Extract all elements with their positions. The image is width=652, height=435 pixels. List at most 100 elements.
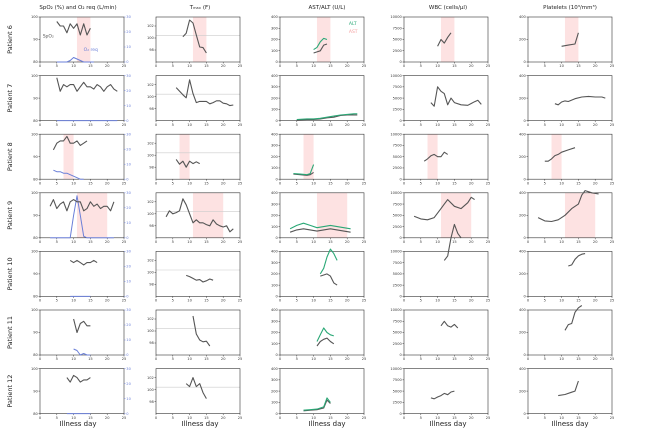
y-tick-label: 5000 (393, 272, 403, 276)
right-y-tick-label: 30 (126, 74, 131, 78)
y-tick-label: 98 (149, 107, 154, 111)
y-tick-label: 0 (276, 177, 279, 181)
y-tick-label: 0 (276, 60, 279, 64)
x-tick-label: 25 (122, 299, 127, 303)
x-tick-label: 15 (204, 357, 209, 361)
y-tick-label: 0 (276, 295, 279, 299)
y-tick-label: 102 (147, 200, 154, 204)
x-tick-label: 25 (486, 416, 491, 420)
x-tick-label: 20 (469, 416, 474, 420)
series-ast (293, 171, 314, 176)
x-tick-label: 5 (56, 416, 58, 420)
y-tick-label: 0 (524, 177, 527, 181)
series-tmax (186, 274, 214, 283)
right-y-tick-label: 20 (126, 89, 131, 93)
x-tick-label: 25 (122, 240, 127, 244)
x-tick-label: 20 (105, 299, 110, 303)
series-wbc (430, 390, 455, 400)
x-tick-label: 15 (328, 299, 333, 303)
x-tick-label: 25 (362, 357, 367, 361)
x-tick-label: 10 (187, 64, 192, 68)
y-tick-label: 200 (519, 272, 527, 276)
y-tick-label: 0 (400, 412, 403, 416)
y-tick-label: 200 (519, 96, 527, 100)
x-axis-label-platelets: Illness day (551, 420, 588, 428)
x-tick-label: 0 (527, 64, 530, 68)
shaded-interval (192, 192, 224, 238)
x-tick-label: 25 (486, 64, 491, 68)
panel-frame (279, 368, 365, 414)
panel-tmax-row-6: 0 5 10 15 20 25 98 100 102 (147, 16, 242, 68)
x-tick-label: 5 (296, 416, 298, 420)
x-tick-label: 0 (39, 123, 42, 127)
x-tick-label: 20 (221, 123, 226, 127)
x-tick-label: 25 (362, 299, 367, 303)
panel-spo2-row-12: 0 5 10 15 20 25 80 90 100 0 10 20 30 (31, 367, 132, 420)
x-tick-label: 0 (155, 416, 158, 420)
x-tick-label: 5 (56, 181, 58, 185)
series-spo2 (56, 77, 118, 92)
y-tick-label: 7500 (393, 144, 403, 148)
series-wbc (440, 320, 459, 329)
x-tick-label: 0 (155, 64, 158, 68)
series-ast (320, 273, 338, 286)
x-tick-label: 15 (328, 240, 333, 244)
right-y-tick-label: 20 (126, 323, 131, 327)
x-tick-label: 5 (172, 416, 174, 420)
right-y-tick-label: 0 (126, 177, 129, 181)
x-tick-label: 15 (328, 181, 333, 185)
panel-tmax-row-12: 0 5 10 15 20 25 98 100 102 (147, 368, 242, 420)
x-tick-label: 20 (593, 181, 598, 185)
y-tick-label: 400 (519, 132, 527, 136)
panel-astalt-row-9: 0 5 10 15 20 25 0 100 200 300 400 (271, 191, 366, 244)
y-tick-label: 80 (33, 353, 38, 357)
x-tick-label: 25 (362, 181, 367, 185)
x-tick-label: 15 (328, 357, 333, 361)
shaded-interval (76, 17, 91, 62)
y-tick-label: 0 (276, 119, 279, 123)
y-tick-label: 0 (524, 353, 527, 357)
panel-spo2-row-8: 0 5 10 15 20 25 80 90 100 0 10 20 30 (31, 132, 132, 185)
x-tick-label: 10 (187, 123, 192, 127)
y-tick-label: 100 (147, 95, 155, 99)
y-tick-label: 400 (271, 132, 279, 136)
x-tick-label: 20 (345, 64, 350, 68)
y-tick-label: 2500 (393, 401, 403, 405)
series-spo2 (49, 199, 115, 212)
row-label-patient-9: Patient 9 (6, 201, 14, 230)
right-y-tick-label: 10 (126, 221, 131, 225)
x-tick-label: 5 (56, 240, 58, 244)
x-tick-label: 5 (544, 123, 546, 127)
x-tick-label: 15 (204, 123, 209, 127)
y-tick-label: 400 (271, 15, 279, 19)
x-tick-label: 20 (105, 181, 110, 185)
series-alt (313, 37, 328, 51)
y-tick-label: 5000 (393, 389, 403, 393)
x-tick-label: 20 (469, 357, 474, 361)
x-tick-label: 5 (172, 240, 174, 244)
x-tick-label: 20 (593, 416, 598, 420)
right-y-tick-label: 0 (126, 353, 129, 357)
x-tick-label: 5 (544, 357, 546, 361)
x-tick-label: 0 (527, 240, 530, 244)
y-tick-label: 0 (524, 295, 527, 299)
y-tick-label: 5000 (393, 331, 403, 335)
panel-frame (403, 368, 489, 414)
x-axis-labels: Illness day Illness day Illness day Illn… (59, 420, 588, 428)
y-tick-label: 200 (519, 214, 527, 218)
y-tick-label: 100 (271, 401, 279, 405)
x-tick-label: 15 (576, 181, 581, 185)
x-tick-label: 15 (88, 64, 93, 68)
right-y-tick-label: 20 (126, 206, 131, 210)
y-tick-label: 5000 (393, 96, 403, 100)
x-axis-label-spo2: Illness day (59, 420, 96, 428)
x-tick-label: 0 (155, 357, 158, 361)
x-tick-label: 20 (105, 123, 110, 127)
x-tick-label: 25 (610, 299, 615, 303)
x-tick-label: 20 (105, 416, 110, 420)
panel-wbc-row-9: 0 5 10 15 20 25 0 2500 5000 7500 10000 (390, 191, 490, 244)
x-tick-label: 25 (610, 64, 615, 68)
x-tick-label: 25 (238, 181, 243, 185)
y-tick-label: 400 (519, 367, 527, 371)
